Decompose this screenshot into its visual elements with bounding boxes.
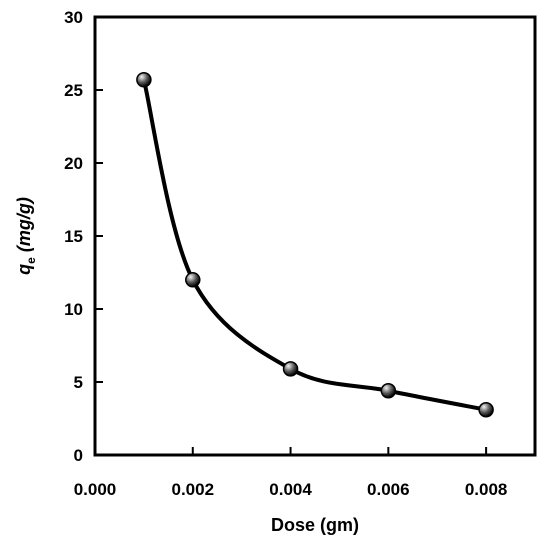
x-tick-label: 0.006 bbox=[367, 480, 410, 499]
y-tick-label: 15 bbox=[64, 227, 83, 246]
x-tick-label: 0.008 bbox=[465, 480, 508, 499]
data-point bbox=[380, 383, 397, 399]
data-point bbox=[136, 72, 152, 88]
y-tick-label: 20 bbox=[64, 154, 83, 173]
data-points bbox=[136, 72, 494, 418]
data-point bbox=[478, 401, 494, 418]
x-tick-label: 0.002 bbox=[172, 480, 215, 499]
y-tick-label: 30 bbox=[64, 8, 83, 27]
y-axis-title-subscript: e bbox=[24, 257, 38, 264]
y-tick-label: 0 bbox=[74, 446, 83, 465]
x-tick-label: 0.000 bbox=[74, 480, 117, 499]
y-axis-title-main: q bbox=[14, 264, 34, 275]
y-axis: 0 5 10 15 20 25 30 bbox=[64, 8, 103, 465]
y-axis-title: qe (mg/g) bbox=[14, 197, 38, 275]
series-line bbox=[141, 79, 487, 412]
data-point bbox=[185, 272, 201, 288]
y-axis-title-unit: (mg/g) bbox=[14, 197, 34, 257]
x-tick-label: 0.004 bbox=[269, 480, 312, 499]
x-axis: 0.000 0.002 0.004 0.006 0.008 bbox=[74, 447, 508, 499]
data-point bbox=[282, 361, 299, 377]
y-tick-label: 10 bbox=[64, 300, 83, 319]
y-tick-label: 5 bbox=[74, 373, 83, 392]
plot-frame bbox=[93, 15, 537, 457]
x-axis-title: Dose (gm) bbox=[271, 515, 359, 535]
y-tick-label: 25 bbox=[64, 81, 83, 100]
